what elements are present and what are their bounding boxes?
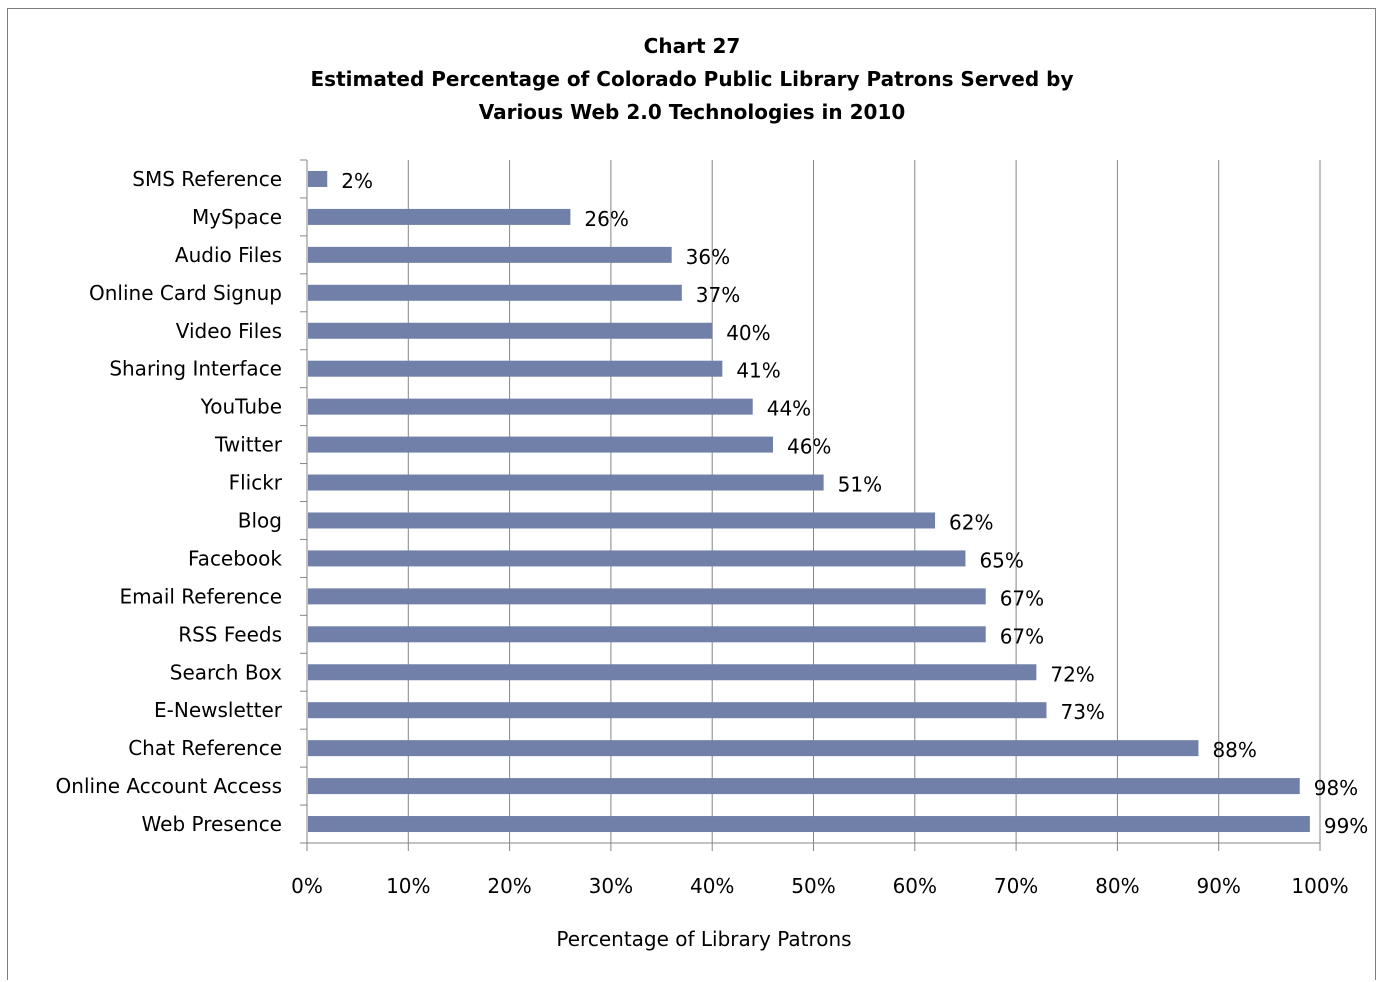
bar (308, 702, 1047, 719)
bar (308, 436, 773, 453)
data-label: 65% (979, 548, 1023, 572)
category-label: Online Account Access (56, 774, 282, 798)
data-label: 46% (787, 435, 831, 459)
category-label: Sharing Interface (109, 357, 282, 381)
labels: 0% 10% 20% 30% 40% 50% 60% 70% 80% 90% 100% SMS Ref… (56, 167, 1369, 898)
category-label: SMS Reference (132, 167, 282, 191)
data-label: 26% (584, 207, 628, 231)
category-label: Blog (238, 508, 282, 532)
x-tick-label: 30% (589, 874, 633, 898)
chart-title-line-3: Various Web 2.0 Technologies in 2010 (478, 100, 906, 124)
bar (308, 170, 328, 187)
x-tick-label: 10% (386, 874, 430, 898)
category-label: Flickr (229, 471, 283, 495)
bar (308, 816, 1310, 833)
category-label: YouTube (200, 395, 282, 419)
category-label: Email Reference (119, 584, 282, 608)
data-label: 73% (1060, 700, 1104, 724)
bars (308, 170, 1310, 833)
bar (308, 588, 986, 605)
category-label: MySpace (192, 205, 282, 229)
category-label: Video Files (176, 319, 282, 343)
chart-title-line-1: Chart 27 (643, 34, 741, 58)
bar (308, 740, 1199, 757)
data-label: 2% (341, 169, 373, 193)
x-tick-label: 80% (1095, 874, 1139, 898)
category-label: E-Newsletter (154, 698, 283, 722)
x-tick-label: 50% (791, 874, 835, 898)
x-tick-label: 70% (994, 874, 1038, 898)
data-label: 99% (1324, 814, 1368, 838)
data-label: 88% (1212, 738, 1256, 762)
bar (308, 360, 723, 377)
category-label: Twitter (214, 433, 283, 457)
category-label: Web Presence (142, 812, 282, 836)
bar (308, 208, 571, 225)
data-label: 37% (696, 283, 740, 307)
bar (308, 664, 1037, 681)
x-tick-label: 90% (1196, 874, 1240, 898)
data-label: 98% (1314, 776, 1358, 800)
data-label: 44% (767, 397, 811, 421)
data-label: 67% (1000, 624, 1044, 648)
bar (308, 474, 824, 491)
x-tick-label: 0% (291, 874, 323, 898)
category-label: Chat Reference (128, 736, 282, 760)
bar (308, 512, 936, 529)
bar (308, 398, 753, 415)
x-tick-label: 40% (690, 874, 734, 898)
bar (308, 550, 966, 567)
bar (308, 246, 672, 263)
category-label: Online Card Signup (89, 281, 282, 305)
bar (308, 626, 986, 643)
bar (308, 284, 682, 301)
chart-title-line-2: Estimated Percentage of Colorado Public … (310, 67, 1074, 91)
category-label: Search Box (170, 660, 282, 684)
gridlines (407, 160, 1321, 843)
x-tick-label: 100% (1291, 874, 1348, 898)
x-tick-label: 20% (487, 874, 531, 898)
axes (300, 159, 1321, 851)
bar (308, 322, 713, 339)
data-label: 62% (949, 510, 993, 534)
data-label: 67% (1000, 586, 1044, 610)
category-label: RSS Feeds (178, 622, 282, 646)
data-label: 41% (736, 359, 780, 383)
x-axis-title: Percentage of Library Patrons (556, 927, 851, 951)
category-label: Audio Files (175, 243, 282, 267)
x-tick-label: 60% (893, 874, 937, 898)
data-label: 40% (726, 321, 770, 345)
bar (308, 778, 1300, 795)
category-label: Facebook (188, 546, 282, 570)
data-label: 36% (686, 245, 730, 269)
data-label: 51% (838, 473, 882, 497)
data-label: 72% (1050, 662, 1094, 686)
chart-title: Chart 27 Estimated Percentage of Colorad… (0, 30, 1384, 129)
